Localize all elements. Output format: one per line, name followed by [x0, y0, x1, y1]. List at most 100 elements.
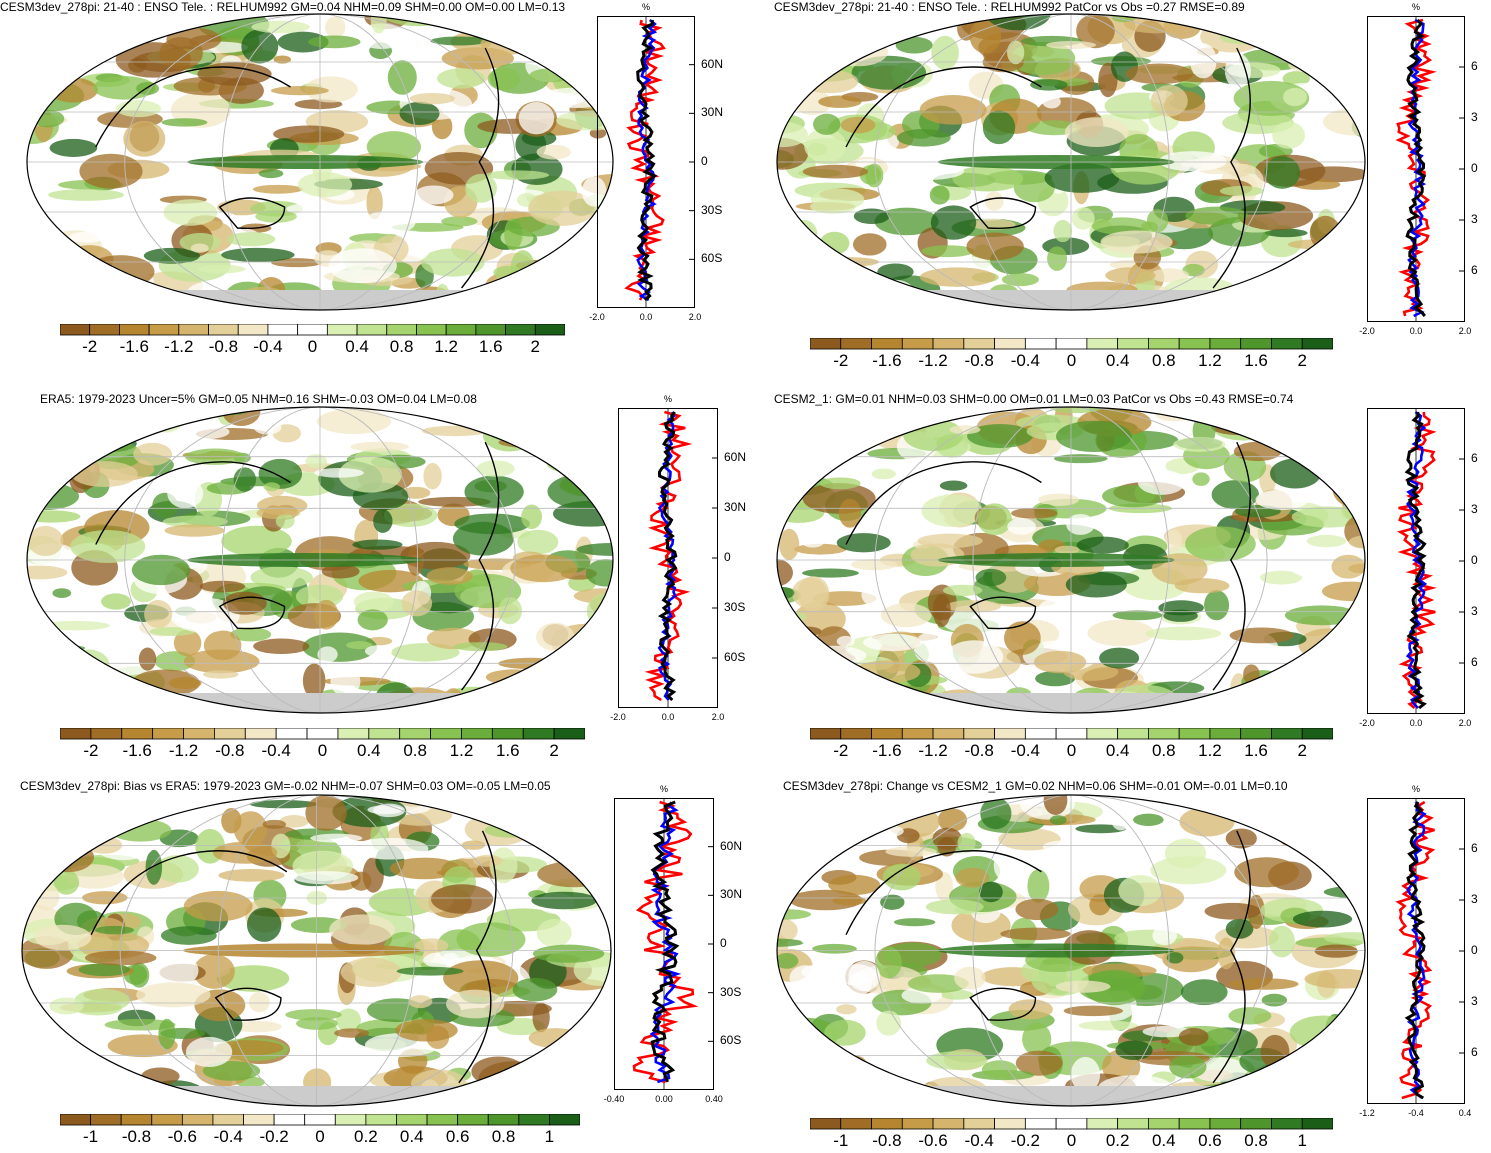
latitude-label: 0: [1471, 553, 1478, 567]
latitude-label: 3: [1471, 892, 1478, 906]
colorbar-label: -2: [833, 741, 849, 760]
colorbar-label: 0.4: [1151, 1131, 1176, 1150]
latitude-label: 6: [1471, 451, 1478, 465]
zonal-profile-plot: [618, 408, 718, 708]
colorbar-label: 0.8: [491, 1127, 516, 1146]
profile-x-tick: 0.40: [705, 1094, 723, 1104]
colorbar-label: 1.6: [1244, 741, 1268, 760]
colorbar-label: -0.8: [872, 1131, 902, 1150]
colorbar-label: -0.4: [261, 741, 291, 760]
colorbar-label: 0.4: [1105, 351, 1130, 370]
colorbar-swatch: [963, 1118, 995, 1130]
colorbar-label: -0.2: [259, 1127, 289, 1146]
colorbar-label: 1.6: [478, 337, 503, 356]
colorbar-label: -0.4: [213, 1127, 243, 1146]
colorbar-swatch: [871, 1118, 903, 1130]
latitude-label: 6: [1471, 1045, 1478, 1059]
percent-unit-label: %: [1412, 2, 1421, 12]
percent-unit-label: %: [642, 2, 651, 12]
colorbar-label: -1.2: [918, 351, 948, 370]
colorbar-label: 1.6: [1244, 351, 1268, 370]
robinson-map: [26, 13, 614, 311]
zonal-profile-plot: [597, 16, 695, 308]
colorbar-label: -1.2: [918, 741, 948, 760]
profile-x-tick: 2.0: [1458, 326, 1472, 336]
latitude-label: 0: [720, 936, 727, 950]
colorbar-label: -0.6: [167, 1127, 197, 1146]
robinson-map: [776, 794, 1366, 1107]
colorbar-label: -2: [83, 741, 99, 760]
latitude-label: 6: [1471, 655, 1478, 669]
panel-title: CESM3dev_278pi: Change vs CESM2_1 GM=0.0…: [783, 779, 1288, 793]
colorbar-swatch: [1240, 1118, 1272, 1130]
robinson-map: [21, 794, 612, 1107]
colorbar-labels: -2 -1.6 -1.2 -0.8 -0.4 0 0.4 0.8 1.2 1.6 2: [810, 351, 1333, 373]
profile-x-tick: 0.0: [661, 712, 675, 722]
panel-title: CESM3dev_278pi: Bias vs ERA5: 1979-2023 …: [20, 779, 551, 793]
colorbar: [60, 324, 565, 336]
colorbar-label: 2: [1297, 741, 1307, 760]
latitude-label: 0: [1471, 943, 1478, 957]
profile-x-tick: 2.0: [711, 712, 725, 722]
colorbar-label: 0.4: [399, 1127, 424, 1146]
colorbar-labels: -1 -0.8 -0.6 -0.4 -0.2 0 0.2 0.4 0.6 0.8 1: [810, 1131, 1333, 1153]
colorbar-swatch: [549, 1114, 580, 1126]
profile-x-tick: -2.0: [1359, 718, 1375, 728]
colorbar-label: 1: [1297, 1131, 1307, 1150]
colorbar-label: 0.8: [1151, 741, 1176, 760]
latitude-label: 3: [1471, 994, 1478, 1008]
profile-x-tick: -0.4: [1408, 1108, 1424, 1118]
latitude-label: 3: [1471, 212, 1478, 226]
zonal-profile-plot: [1367, 16, 1465, 322]
colorbar-labels: -2 -1.6 -1.2 -0.8 -0.4 0 0.4 0.8 1.2 1.6 2: [60, 337, 565, 359]
latitude-label: 3: [1471, 110, 1478, 124]
panel-title: CESM3dev_278pi: 21-40 : ENSO Tele. : REL…: [0, 0, 566, 14]
robinson-map: [776, 13, 1366, 311]
colorbar-swatch: [1055, 1118, 1088, 1130]
profile-x-tick: -2.0: [589, 312, 605, 322]
colorbar-label: -0.2: [1010, 1131, 1040, 1150]
colorbar-swatch: [932, 1118, 965, 1130]
latitude-label: 30N: [701, 105, 724, 120]
zonal-profile-plot: [614, 798, 714, 1090]
colorbar-swatch: [1117, 1118, 1149, 1130]
colorbar: [60, 1114, 580, 1126]
colorbar: [810, 728, 1333, 740]
colorbar-label: 0.8: [403, 741, 427, 760]
colorbar-swatch: [840, 1118, 872, 1130]
colorbar-label: -1.2: [164, 337, 194, 356]
colorbar-label: -1.6: [872, 351, 902, 370]
latitude-label: 30N: [720, 887, 743, 902]
colorbar-label: -0.8: [964, 741, 994, 760]
colorbar-label: -0.4: [964, 1131, 994, 1150]
latitude-label: 6: [1471, 263, 1478, 277]
profile-x-tick: 2.0: [688, 312, 702, 322]
colorbar-label: 0.8: [1244, 1131, 1268, 1150]
colorbar-swatch: [810, 1118, 842, 1130]
colorbar-swatch: [1271, 1118, 1303, 1130]
colorbar-label: -0.4: [1010, 741, 1040, 760]
latitude-label: 3: [1471, 502, 1478, 516]
latitude-label: 6: [1471, 59, 1478, 73]
latitude-label: 60S: [724, 650, 746, 664]
colorbar-label: 0.2: [354, 1127, 378, 1146]
colorbar-label: -0.4: [1010, 351, 1040, 370]
latitude-label: 30S: [724, 600, 746, 614]
colorbar-swatch: [1148, 1118, 1180, 1130]
profile-x-tick: 0.0: [1409, 718, 1423, 728]
latitude-label: 30S: [720, 984, 742, 999]
colorbar-label: -1.6: [122, 741, 152, 760]
profile-x-tick: -2.0: [610, 712, 626, 722]
profile-x-tick: -1.2: [1359, 1108, 1375, 1118]
colorbar-label: -1.2: [168, 741, 199, 760]
profile-x-tick: -2.0: [1359, 326, 1375, 336]
colorbar-label: 0.8: [1151, 351, 1176, 370]
colorbar-label: 0.6: [445, 1127, 470, 1146]
colorbar-label: -0.6: [918, 1131, 948, 1150]
colorbar-swatch: [1209, 1118, 1242, 1130]
profile-x-tick: 0.00: [655, 1094, 673, 1104]
